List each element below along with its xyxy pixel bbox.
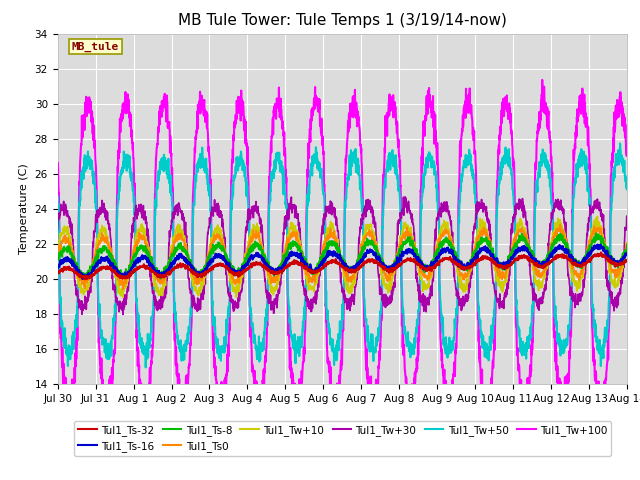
Legend: Tul1_Ts-32, Tul1_Ts-16, Tul1_Ts-8, Tul1_Ts0, Tul1_Tw+10, Tul1_Tw+30, Tul1_Tw+50,: Tul1_Ts-32, Tul1_Ts-16, Tul1_Ts-8, Tul1_… (74, 421, 611, 456)
Text: MB_tule: MB_tule (72, 41, 119, 51)
Y-axis label: Temperature (C): Temperature (C) (19, 163, 29, 254)
Title: MB Tule Tower: Tule Temps 1 (3/19/14-now): MB Tule Tower: Tule Temps 1 (3/19/14-now… (178, 13, 507, 28)
